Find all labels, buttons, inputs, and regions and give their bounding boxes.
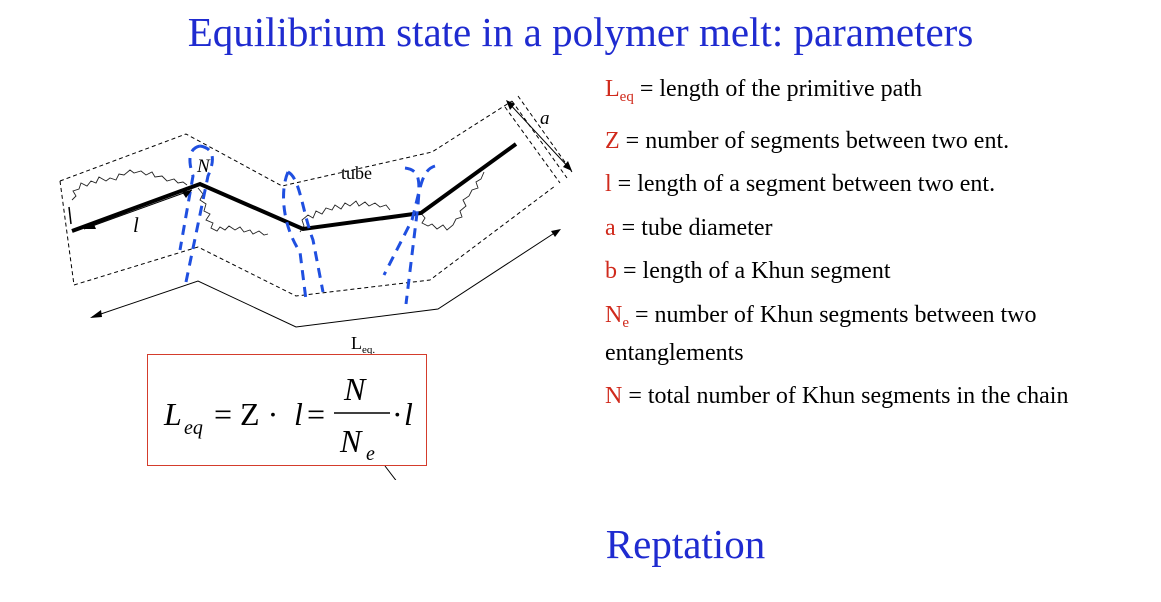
tube-upper-boundary xyxy=(59,100,513,187)
svg-text:=: = xyxy=(307,396,325,432)
definition-n: N = total number of Khun segments in the… xyxy=(605,383,1069,409)
label-Leq: Leq. xyxy=(351,333,375,356)
entanglement-marker xyxy=(382,164,436,276)
entanglement-marker xyxy=(282,171,308,301)
svg-text:l: l xyxy=(294,396,303,432)
svg-text:N: N xyxy=(339,423,363,459)
svg-text:N: N xyxy=(343,371,367,407)
entanglement-markers xyxy=(178,144,436,305)
entanglement-marker xyxy=(287,170,325,293)
tube-lower-boundary xyxy=(73,185,556,297)
svg-text:·: · xyxy=(392,396,403,432)
label-N: N xyxy=(196,156,211,177)
svg-text:eq: eq xyxy=(184,417,203,439)
reptation-title: Reptation xyxy=(605,521,766,567)
definition-l: l = length of a segment between two ent. xyxy=(605,171,996,197)
svg-text:l: l xyxy=(404,396,413,432)
parameter-definitions: Leq = length of the primitive path Z = n… xyxy=(605,74,1155,425)
leq-formula: L eq = Z · l = N N e · l xyxy=(163,371,413,465)
definition-z: Z = number of segments between two ent. xyxy=(605,127,1010,154)
slide-title: Equilibrium state in a polymer melt: par… xyxy=(187,9,974,55)
svg-text:L: L xyxy=(163,396,182,432)
definition-leq: Leq = length of the primitive path xyxy=(605,76,922,105)
entanglement-marker xyxy=(404,166,421,305)
svg-text:e: e xyxy=(366,443,375,465)
svg-text:= Z ·: = Z · xyxy=(214,396,278,432)
definition-b: b = length of a Khun segment xyxy=(605,258,891,284)
tube-left-end xyxy=(59,180,75,286)
tube-model-diagram: a N tube l Leq. xyxy=(59,95,573,480)
tube-right-end xyxy=(504,95,573,184)
label-a: a xyxy=(540,108,550,129)
label-l: l xyxy=(133,213,139,237)
definition-a: a = tube diameter xyxy=(605,214,773,241)
primitive-path xyxy=(71,142,518,233)
entanglement-marker xyxy=(178,144,201,251)
pointer-line xyxy=(384,465,397,480)
formula-box: L eq = Z · l = N N e · l xyxy=(147,354,427,466)
segment-length-arrow xyxy=(83,189,193,230)
contour-length-arrow xyxy=(91,229,560,328)
definition-ne: Ne = number of Khun segments between two… xyxy=(605,301,1037,366)
label-tube: tube xyxy=(341,163,372,183)
polymer-chain xyxy=(71,169,485,236)
tube-diameter-arrow xyxy=(506,100,572,171)
entanglement-marker xyxy=(184,144,214,283)
